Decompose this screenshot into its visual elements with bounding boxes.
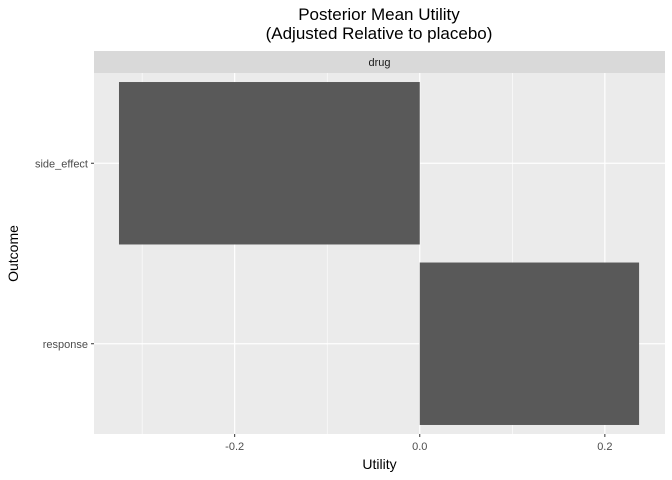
chart-title: Posterior Mean Utility xyxy=(298,5,460,24)
x-tick-label: -0.2 xyxy=(225,441,244,453)
bar-response xyxy=(419,262,640,425)
y-tick-label: response xyxy=(43,339,88,351)
bar-side_effect xyxy=(118,82,420,245)
bars xyxy=(118,82,640,425)
chart-subtitle: (Adjusted Relative to placebo) xyxy=(266,24,493,43)
y-tick-label: side_effect xyxy=(35,158,88,170)
x-axis-title: Utility xyxy=(362,456,396,472)
x-axis: -0.2 0.0 0.2 xyxy=(225,434,612,453)
facet-strip xyxy=(94,51,665,73)
x-tick-label: 0.2 xyxy=(597,441,612,453)
y-axis: side_effect response xyxy=(35,158,94,351)
x-tick-label: 0.0 xyxy=(412,441,427,453)
facet-strip-label: drug xyxy=(368,57,390,69)
y-axis-title: Outcome xyxy=(5,225,21,282)
